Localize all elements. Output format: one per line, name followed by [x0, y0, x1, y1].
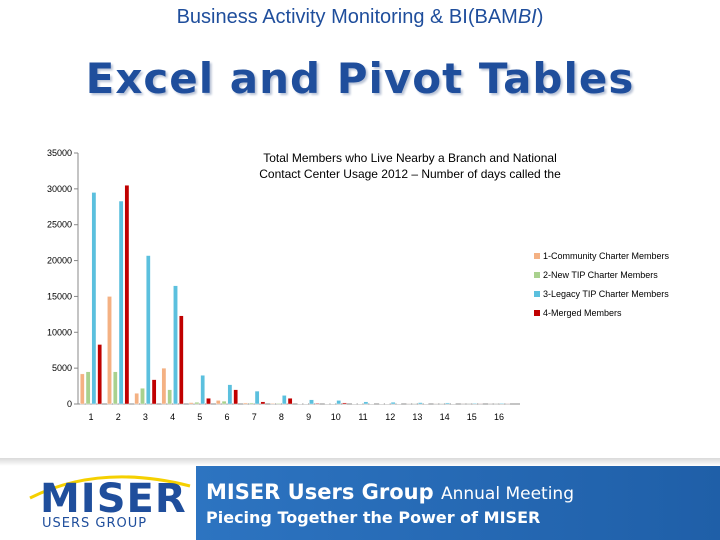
bar: [173, 285, 178, 405]
bar: [336, 400, 342, 405]
bar: [342, 402, 347, 405]
bar: [254, 390, 260, 405]
bar: [390, 402, 396, 405]
y-tick-label: 5000: [52, 363, 72, 373]
bar: [151, 379, 157, 405]
bar: [97, 344, 102, 405]
x-tick-label: 4: [170, 412, 175, 422]
legend-swatch: [534, 310, 540, 316]
bar: [221, 400, 227, 405]
chart-title-line2: Contact Center Usage 2012 – Number of da…: [259, 167, 561, 181]
footer-shadow: [0, 458, 720, 466]
bars: [79, 185, 511, 405]
bar: [472, 403, 478, 405]
bar: [124, 185, 130, 405]
logo-swoosh-icon: [29, 475, 191, 500]
x-tick-label: 11: [358, 412, 367, 422]
bar: [91, 192, 97, 405]
y-tick-label: 15000: [47, 291, 72, 301]
bar: [140, 388, 145, 405]
y-tick-label: 30000: [47, 184, 72, 194]
chart-title-line1: Total Members who Live Nearby a Branch a…: [263, 151, 556, 165]
x-axis: 1 2 3 4 5 6 7 8 9 10 11 12 13 14 15 16: [78, 403, 520, 422]
x-tick-label: 5: [197, 412, 202, 422]
bar: [167, 389, 173, 405]
legend-swatch: [534, 291, 540, 297]
x-tick-label: 12: [385, 412, 395, 422]
bar: [248, 402, 254, 405]
bar: [227, 384, 233, 405]
y-tick-label: 25000: [47, 220, 72, 230]
y-tick-label: 35000: [47, 148, 72, 158]
bar: [260, 401, 266, 405]
bar: [194, 402, 200, 405]
legend: 1-Community Charter Members 2-New TIP Cha…: [534, 251, 670, 318]
bar: [107, 296, 112, 405]
legend-swatch: [534, 272, 540, 278]
slide-title: Business Activity Monitoring & BI(BAMBI): [176, 6, 544, 28]
x-tick-label: 6: [224, 412, 229, 422]
bar: [118, 200, 124, 405]
x-tick-label: 14: [440, 412, 450, 422]
x-tick-label: 16: [494, 412, 504, 422]
bar: [85, 371, 91, 405]
bar: [418, 402, 423, 405]
bar: [79, 373, 85, 405]
footer-banner: [196, 466, 720, 540]
logo-subtext: USERS GROUP: [42, 516, 148, 531]
legend-swatch: [534, 253, 540, 259]
bar: [499, 403, 505, 405]
bar: [315, 403, 320, 405]
x-tick-label: 10: [331, 412, 341, 422]
bar: [287, 398, 293, 405]
bar: [206, 398, 211, 405]
x-tick-label: 13: [412, 412, 422, 422]
legend-label: 3-Legacy TIP Charter Members: [543, 289, 669, 299]
x-tick-label: 9: [306, 412, 311, 422]
legend-label: 1-Community Charter Members: [543, 251, 670, 261]
x-tick-label: 2: [116, 412, 121, 422]
x-tick-label: 1: [88, 412, 93, 422]
bar: [188, 402, 194, 405]
y-tick-label: 0: [67, 399, 72, 409]
x-tick-label: 8: [279, 412, 284, 422]
legend-label: 2-New TIP Charter Members: [543, 270, 658, 280]
bar: [445, 402, 450, 405]
logo-text: MISER: [40, 476, 187, 522]
bar: [200, 375, 206, 405]
bar: [309, 399, 314, 405]
bar: [178, 315, 184, 405]
bar: [161, 367, 167, 405]
bar: [233, 389, 239, 405]
bar: [215, 400, 221, 405]
banner-title: MISER Users Group Annual Meeting: [206, 480, 574, 504]
bar: [282, 395, 287, 405]
y-tick-label: 20000: [47, 256, 72, 266]
y-tick-label: 10000: [47, 327, 72, 337]
x-tick-label: 15: [467, 412, 477, 422]
x-tick-label: 3: [143, 412, 148, 422]
bar: [276, 403, 281, 405]
bar: [145, 255, 151, 405]
bar: [134, 393, 140, 405]
slide-heading: Excel and Pivot Tables: [85, 54, 635, 103]
bar: [243, 402, 248, 405]
bar: [112, 371, 118, 405]
banner-subtitle: Piecing Together the Power of MISER: [206, 508, 541, 527]
legend-label: 4-Merged Members: [543, 308, 622, 318]
bar: [363, 401, 369, 405]
y-axis: 0 5000 10000 15000 20000 25000 30000 35000: [47, 148, 79, 409]
x-tick-label: 7: [252, 412, 257, 422]
bar: [270, 403, 276, 405]
